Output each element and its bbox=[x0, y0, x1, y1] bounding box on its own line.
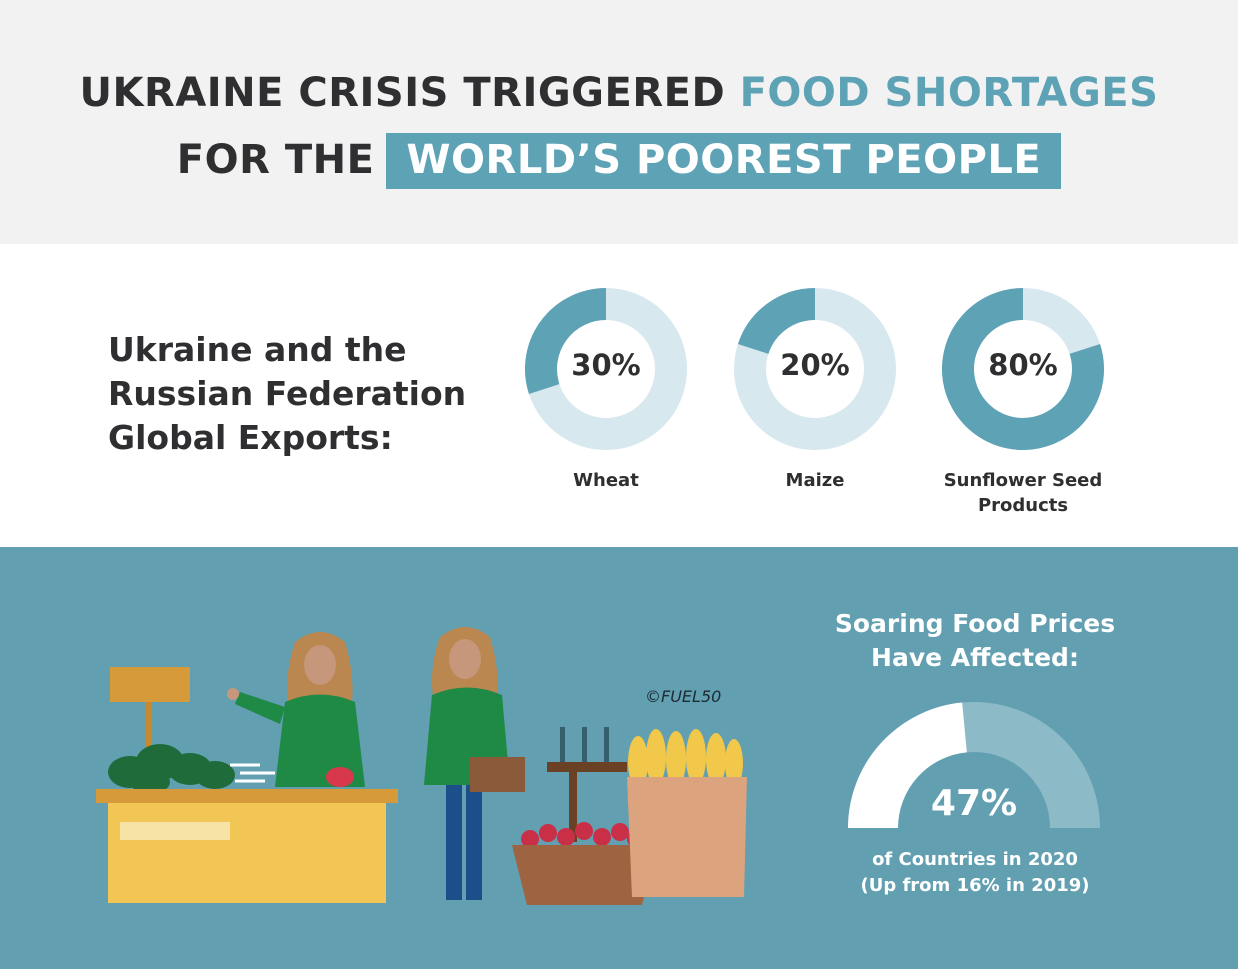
donut-label-wheat: 30% bbox=[571, 348, 641, 382]
apple-basket bbox=[512, 845, 657, 905]
donut-chart-wheat: 30% bbox=[525, 288, 687, 450]
donut-arc-wheat bbox=[525, 288, 607, 395]
counter-top bbox=[96, 789, 398, 803]
stall-sign bbox=[110, 667, 190, 702]
title-dark-text-1: UKRAINE CRISIS TRIGGERED bbox=[79, 70, 726, 116]
title-line-2: FOR THE WORLD’S POOREST PEOPLE bbox=[0, 133, 1238, 189]
donut-chart-sunflower: 80% bbox=[942, 288, 1104, 450]
title-boxed-text: WORLD’S POOREST PEOPLE bbox=[386, 133, 1062, 189]
market-illustration: ©FUEL50 bbox=[96, 627, 747, 905]
donut-label-sunflower: 80% bbox=[988, 348, 1058, 382]
produce-stand-leg bbox=[569, 772, 577, 842]
vendor-figure-1 bbox=[227, 632, 365, 787]
donut-arc-sunflower bbox=[942, 288, 1104, 450]
donut-svg-sunflower bbox=[942, 288, 1104, 450]
gauge-value: 47% bbox=[930, 783, 1018, 824]
corn-bag bbox=[627, 777, 747, 897]
donut-chart-maize: 20% bbox=[734, 288, 896, 450]
prices-title: Soaring Food Prices Have Affected: bbox=[834, 609, 1116, 672]
gauge-note: of Countries in 2020 (Up from 16% in 201… bbox=[800, 847, 1150, 899]
prices-section: ©FUEL50 Soaring Food P bbox=[0, 547, 1238, 969]
donut-svg-wheat bbox=[525, 288, 687, 450]
produce-stand-top bbox=[547, 762, 627, 772]
category-label-sunflower: Sunflower Seed Products bbox=[943, 470, 1103, 516]
gauge-note-line-2: (Up from 16% in 2019) bbox=[860, 875, 1090, 896]
exports-label: Ukraine and the Russian Federation Globa… bbox=[108, 330, 467, 457]
category-label-maize: Maize bbox=[785, 470, 845, 491]
corn-cobs bbox=[628, 729, 743, 788]
category-label-wheat: Wheat bbox=[573, 470, 639, 491]
counter-label bbox=[120, 822, 230, 840]
donut-svg-maize bbox=[734, 288, 896, 450]
title-accent-text: FOOD SHORTAGES bbox=[739, 70, 1159, 116]
gauge-arc bbox=[848, 702, 968, 829]
title-line-1: UKRAINE CRISIS TRIGGERED FOOD SHORTAGES bbox=[0, 70, 1238, 116]
sign-post bbox=[146, 702, 152, 747]
donut-track-maize bbox=[734, 288, 896, 450]
gauge-note-line-1: of Countries in 2020 bbox=[872, 849, 1078, 870]
greens-pile bbox=[108, 744, 235, 794]
counter-body bbox=[108, 803, 386, 903]
motion-lines bbox=[230, 763, 275, 783]
gauge-chart bbox=[848, 702, 1100, 829]
header-section: UKRAINE CRISIS TRIGGERED FOOD SHORTAGES … bbox=[0, 0, 1238, 244]
vendor-figure-2 bbox=[424, 627, 525, 900]
stand-spikes bbox=[560, 727, 609, 762]
apple-pile bbox=[521, 822, 645, 848]
illustration-watermark: ©FUEL50 bbox=[645, 687, 721, 706]
title-dark-text-2: FOR THE bbox=[176, 137, 375, 183]
donut-arc-maize bbox=[737, 288, 816, 355]
donut-label-maize: 20% bbox=[780, 348, 850, 382]
